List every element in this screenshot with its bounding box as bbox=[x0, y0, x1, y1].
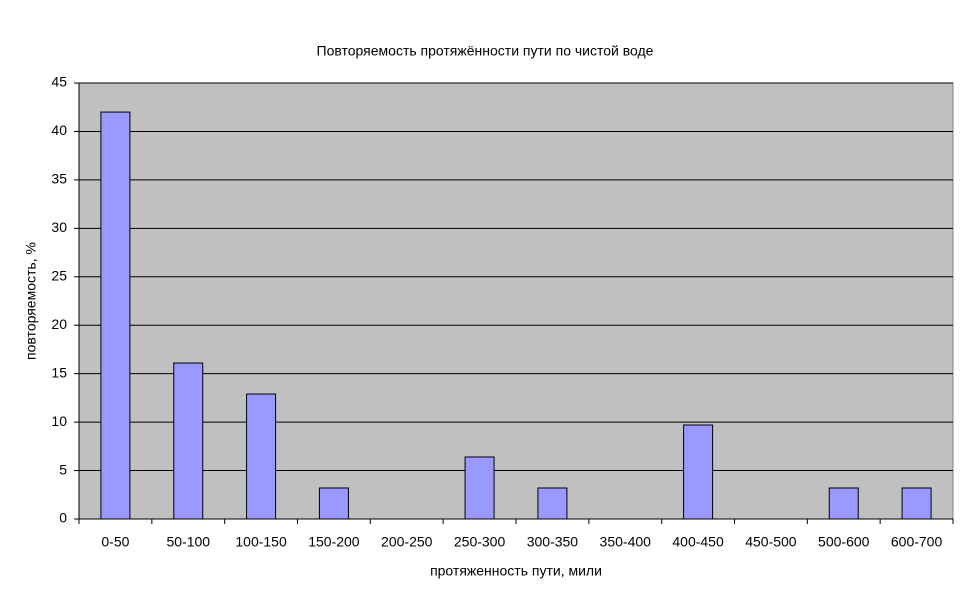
bar bbox=[901, 487, 932, 520]
x-axis-label: протяженность пути, мили bbox=[430, 563, 602, 579]
x-tick-label: 450-500 bbox=[745, 534, 797, 550]
y-tick-label: 5 bbox=[59, 461, 67, 477]
x-tick-label: 250-300 bbox=[454, 534, 506, 550]
x-tick-label: 100-150 bbox=[235, 534, 287, 550]
y-tick-label: 40 bbox=[51, 122, 67, 138]
x-tick-label: 50-100 bbox=[166, 534, 210, 550]
x-tick-label: 350-400 bbox=[600, 534, 652, 550]
bar bbox=[828, 487, 859, 520]
x-tick-label: 600-700 bbox=[891, 534, 943, 550]
chart-title: Повторяемость протяжённости пути по чист… bbox=[317, 43, 654, 59]
plot-area bbox=[78, 82, 954, 520]
x-tick-label: 300-350 bbox=[527, 534, 579, 550]
bar bbox=[318, 487, 349, 520]
y-tick-label: 10 bbox=[51, 413, 67, 429]
x-tick-label: 400-450 bbox=[672, 534, 724, 550]
x-tick-label: 150-200 bbox=[308, 534, 360, 550]
bar bbox=[683, 424, 714, 520]
bar bbox=[537, 487, 568, 520]
y-tick-label: 25 bbox=[51, 267, 67, 283]
bar bbox=[246, 393, 277, 520]
x-tick-label: 500-600 bbox=[818, 534, 870, 550]
y-tick-label: 0 bbox=[59, 510, 67, 526]
y-tick-label: 15 bbox=[51, 364, 67, 380]
y-tick-label: 35 bbox=[51, 171, 67, 187]
y-tick-label: 20 bbox=[51, 316, 67, 332]
bar bbox=[100, 111, 131, 520]
y-tick-label: 45 bbox=[51, 74, 67, 90]
y-tick-label: 30 bbox=[51, 219, 67, 235]
y-axis-label: повторяемость, % bbox=[23, 242, 39, 360]
bar bbox=[464, 456, 495, 520]
bar bbox=[173, 362, 204, 520]
x-tick-label: 200-250 bbox=[381, 534, 433, 550]
x-tick-label: 0-50 bbox=[101, 534, 129, 550]
